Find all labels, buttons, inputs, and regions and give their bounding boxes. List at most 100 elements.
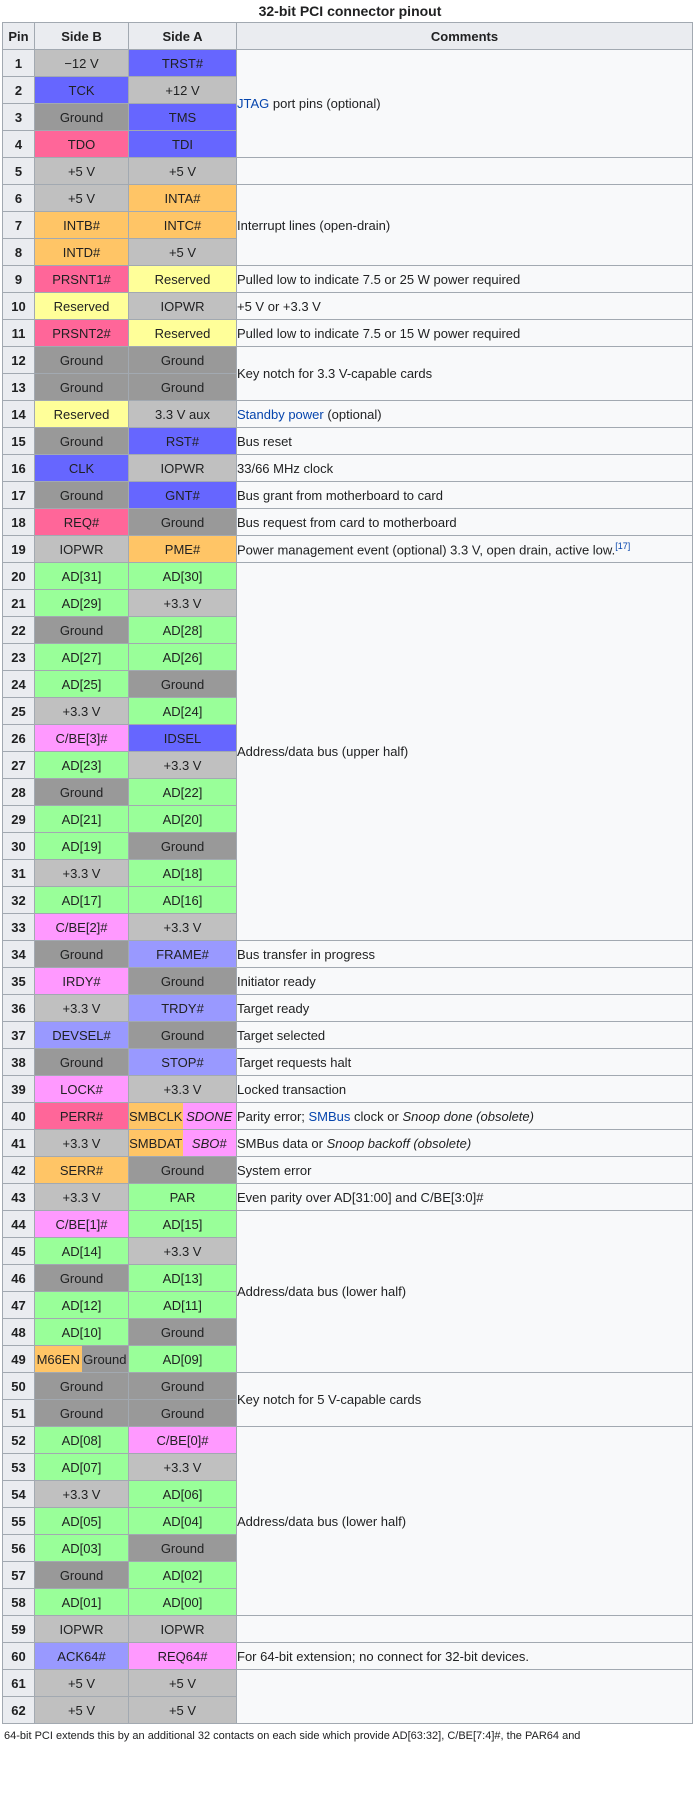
table-row: 31 +3.3 V AD[18]	[2, 859, 693, 887]
side-a-signal: Ground	[128, 373, 237, 401]
side-a-signal: Ground	[128, 1372, 237, 1400]
comment-cell	[236, 1615, 693, 1643]
comment-text: Snoop done (obsolete)	[402, 1108, 534, 1124]
side-a-signal: IOPWR	[128, 454, 237, 482]
pin-number: 45	[2, 1237, 35, 1265]
table-row: 12 Ground Ground Key notch for 3.3 V-capabl…	[2, 346, 693, 401]
pin-number: 21	[2, 589, 35, 617]
side-b-signal: C/BE[3]#	[34, 724, 129, 752]
pin-number: 13	[2, 373, 35, 401]
pin-number: 55	[2, 1507, 35, 1535]
side-b-signal-primary: M66EN	[35, 1346, 82, 1372]
table-row: 62 +5 V +5 V	[2, 1696, 693, 1724]
comment-text: Address/data bus (lower half)	[237, 1513, 407, 1529]
table-row: 10 Reserved IOPWR +5 V or +3.3 V	[2, 292, 693, 320]
table-row: 25 +3.3 V AD[24]	[2, 697, 693, 725]
pin-number: 4	[2, 130, 35, 158]
side-a-signal-primary: SMBCLK	[129, 1103, 183, 1129]
side-a-signal: AD[06]	[128, 1480, 237, 1508]
table-row: 30 AD[19] Ground	[2, 832, 693, 860]
side-b-signal: PRSNT2#	[34, 319, 129, 347]
table-row: 41 +3.3 V SMBDAT SBO# SMBus data or Snoop ba…	[2, 1129, 693, 1157]
side-b-signal: AD[03]	[34, 1534, 129, 1562]
side-a-signal: TRST#	[128, 49, 237, 77]
side-b-signal: DEVSEL#	[34, 1021, 129, 1049]
comment-cell: Target ready	[236, 994, 693, 1022]
table-row: 45 AD[14] +3.3 V	[2, 1237, 693, 1265]
side-b-signal: Ground	[34, 346, 129, 374]
side-a-signal: RST#	[128, 427, 237, 455]
side-a-signal: SMBCLK SDONE	[128, 1102, 237, 1130]
side-a-signal: Ground	[128, 832, 237, 860]
pin-number: 9	[2, 265, 35, 293]
side-a-signal: AD[11]	[128, 1291, 237, 1319]
comment-link[interactable]: JTAG	[237, 96, 270, 111]
pin-number: 42	[2, 1156, 35, 1184]
comment-cell: Key notch for 3.3 V-capable cards	[236, 346, 693, 401]
pin-number: 7	[2, 211, 35, 239]
table-row: 18 REQ# Ground Bus request from card to mot…	[2, 508, 693, 536]
comment-text: Bus transfer in progress	[237, 946, 376, 962]
comment-cell: Locked transaction	[236, 1075, 693, 1103]
comment-text: Pulled low to indicate 7.5 or 25 W power…	[237, 271, 521, 287]
pin-number: 35	[2, 967, 35, 995]
comment-cell: Standby power (optional)	[236, 400, 693, 428]
table-row: 22 Ground AD[28]	[2, 616, 693, 644]
table-row: 56 AD[03] Ground	[2, 1534, 693, 1562]
table-row: 32 AD[17] AD[16]	[2, 886, 693, 914]
table-row: 24 AD[25] Ground	[2, 670, 693, 698]
header-side-a: Side A	[128, 22, 237, 50]
comment-link[interactable]: SMBus	[308, 1108, 351, 1124]
comment-cell: Pulled low to indicate 7.5 or 15 W power…	[236, 319, 693, 347]
comment-cell	[236, 1669, 693, 1724]
comment-cell: Bus grant from motherboard to card	[236, 481, 693, 509]
pin-number: 56	[2, 1534, 35, 1562]
citation-link[interactable]: [17]	[615, 540, 631, 551]
pin-number: 1	[2, 49, 35, 77]
side-b-signal: CLK	[34, 454, 129, 482]
pin-number: 18	[2, 508, 35, 536]
side-a-signal: Ground	[128, 1399, 237, 1427]
side-a-signal: Ground	[128, 346, 237, 374]
comment-cell: Address/data bus (lower half)	[236, 1426, 693, 1616]
side-b-signal: IOPWR	[34, 535, 129, 563]
side-b-signal: Reserved	[34, 292, 129, 320]
comment-text: Bus request from card to motherboard	[237, 514, 457, 530]
comment-text: Snoop backoff (obsolete)	[326, 1135, 472, 1151]
side-b-signal: ACK64#	[34, 1642, 129, 1670]
table-row: 5 +5 V +5 V	[2, 157, 693, 185]
side-a-signal: Reserved	[128, 319, 237, 347]
table-row: 60 ACK64# REQ64# For 64-bit extension; no c…	[2, 1642, 693, 1670]
pinout-table: Pin Side B Side A Comments 1 −12 V TRST# JT…	[2, 22, 693, 1724]
side-a-signal: AD[20]	[128, 805, 237, 833]
side-b-signal: AD[19]	[34, 832, 129, 860]
side-b-signal: AD[25]	[34, 670, 129, 698]
comment-text: Address/data bus (upper half)	[237, 744, 409, 759]
side-a-signal: C/BE[0]#	[128, 1426, 237, 1454]
table-row: 2 TCK +12 V	[2, 76, 693, 104]
table-row: 51 Ground Ground	[2, 1399, 693, 1427]
comment-link[interactable]: Standby power	[237, 406, 324, 422]
side-a-signal: AD[30]	[128, 562, 237, 590]
side-a-signal: GNT#	[128, 481, 237, 509]
comment-cell: Key notch for 5 V-capable cards	[236, 1372, 693, 1427]
table-row: 3 Ground TMS	[2, 103, 693, 131]
pin-number: 44	[2, 1210, 35, 1238]
pin-number: 27	[2, 751, 35, 779]
pin-number: 52	[2, 1426, 35, 1454]
side-b-signal-alternate: Ground	[81, 1346, 128, 1372]
side-b-signal: M66EN Ground	[34, 1345, 129, 1373]
side-a-signal: STOP#	[128, 1048, 237, 1076]
side-b-signal: Ground	[34, 427, 129, 455]
table-row: 4 TDO TDI	[2, 130, 693, 158]
pin-number: 5	[2, 157, 35, 185]
side-a-signal: SMBDAT SBO#	[128, 1129, 237, 1157]
pin-number: 60	[2, 1642, 35, 1670]
side-b-signal: PERR#	[34, 1102, 129, 1130]
pin-number: 8	[2, 238, 35, 266]
table-row: 15 Ground RST# Bus reset	[2, 427, 693, 455]
side-a-signal: +5 V	[128, 238, 237, 266]
comment-cell: Initiator ready	[236, 967, 693, 995]
side-b-signal: Ground	[34, 1372, 129, 1400]
pin-number: 58	[2, 1588, 35, 1616]
